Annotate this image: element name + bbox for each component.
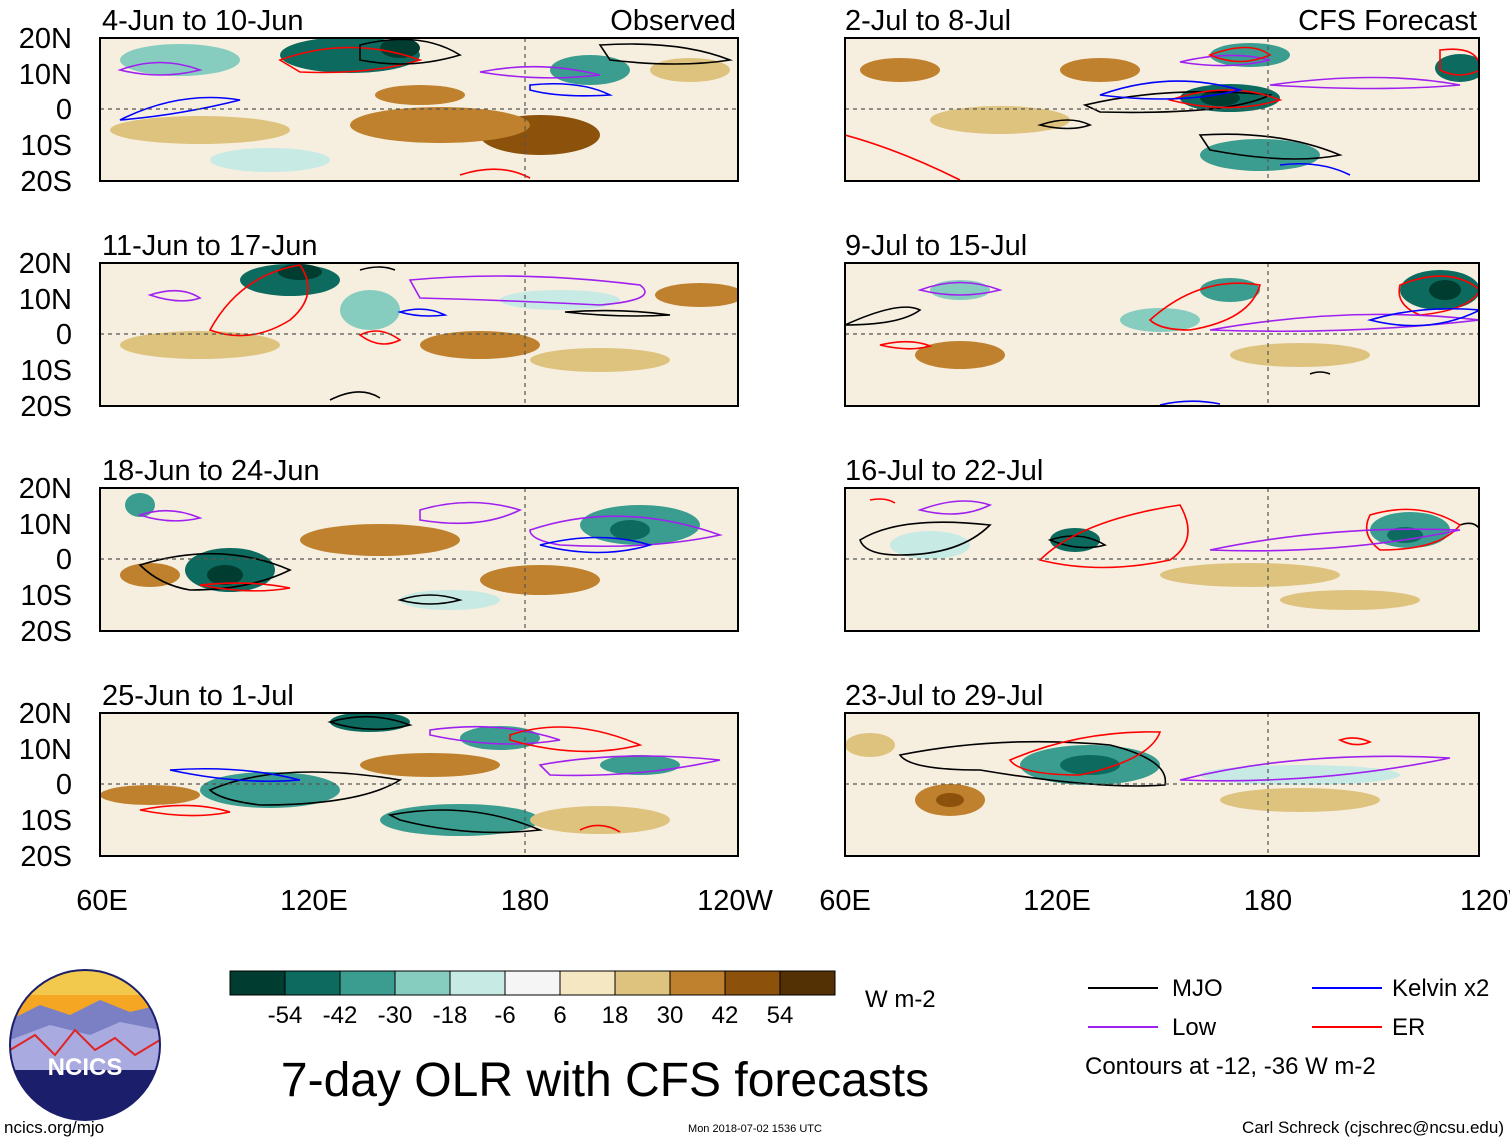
wave-contours — [859, 498, 1479, 569]
map-panel-forecast-1: 2-Jul to 8-Jul CFS Forecast — [844, 5, 1480, 182]
colorbar-tick-label: -54 — [268, 1002, 303, 1029]
legend-label-mjo: MJO — [1172, 975, 1223, 1002]
footer-url: ncics.org/mjo — [4, 1118, 104, 1137]
map-panel-forecast-4: 23-Jul to 29-Jul — [844, 680, 1480, 857]
colorbar-tick-label: 42 — [712, 1002, 739, 1029]
colorbar-swatch — [779, 970, 836, 996]
latitude-axis-labels: 20N 10N 0 10S 20S 20N 10N 0 10S 20S 20N … — [19, 23, 72, 873]
panel-tag-observed: Observed — [610, 5, 736, 37]
colorbar-tick-label: -42 — [323, 1002, 358, 1029]
map-panel-observed-2: 11-Jun to 17-Jun — [99, 230, 739, 407]
lon-label: 60E — [76, 885, 128, 917]
wave-contours — [139, 715, 721, 834]
lat-label: 10N — [19, 284, 72, 316]
map-panel-observed-4: 25-Jun to 1-Jul — [99, 680, 739, 857]
wave-contours — [147, 264, 671, 401]
lon-label: 120E — [1023, 885, 1091, 917]
contour-note: Contours at -12, -36 W m-2 — [1085, 1053, 1376, 1080]
wave-contours — [117, 38, 733, 179]
colorbar-swatch — [394, 970, 451, 996]
lat-label: 10S — [20, 130, 72, 162]
panel-date-label: 11-Jun to 17-Jun — [102, 230, 318, 262]
lat-label: 20N — [19, 248, 72, 280]
lat-label: 10S — [20, 805, 72, 837]
panel-date-label: 18-Jun to 24-Jun — [102, 455, 320, 487]
wave-contours — [898, 731, 1451, 787]
wave-contours — [137, 501, 723, 605]
colorbar-swatch — [504, 970, 561, 996]
olr-field — [100, 713, 738, 856]
lat-label: 20S — [20, 391, 72, 423]
lon-label: 120W — [697, 885, 773, 917]
lat-label: 20N — [19, 23, 72, 55]
map-panel-observed-3: 18-Jun to 24-Jun — [99, 455, 739, 632]
wave-contours — [845, 46, 1479, 181]
colorbar-swatch — [339, 970, 396, 996]
lat-label: 20S — [20, 166, 72, 198]
lat-label: 20S — [20, 841, 72, 873]
colorbar-tick-label: -30 — [378, 1002, 413, 1029]
colorbar-tick-label: -18 — [433, 1002, 468, 1029]
colorbar-tick-label: 18 — [602, 1002, 629, 1029]
panel-date-label: 4-Jun to 10-Jun — [102, 5, 304, 37]
map-panel-observed-1: 4-Jun to 10-Jun Observed — [99, 5, 739, 182]
logo-text: NCICS — [48, 1054, 123, 1081]
lon-label: 180 — [1244, 885, 1292, 917]
colorbar-swatch — [614, 970, 671, 996]
lat-label: 20N — [19, 698, 72, 730]
panel-date-label: 25-Jun to 1-Jul — [102, 680, 294, 712]
lat-label: 0 — [56, 94, 72, 126]
map-panel-forecast-2: 9-Jul to 15-Jul — [844, 230, 1480, 407]
lon-label: 120E — [280, 885, 348, 917]
lat-label: 0 — [56, 544, 72, 576]
colorbar-units: W m-2 — [865, 986, 936, 1013]
footer-timestamp: Mon 2018-07-02 1536 UTC — [688, 1123, 822, 1135]
figure-title: 7-day OLR with CFS forecasts — [281, 1054, 929, 1107]
lat-label: 10S — [20, 355, 72, 387]
colorbar-tick-label: 30 — [657, 1002, 684, 1029]
lat-label: 10S — [20, 580, 72, 612]
legend-label-low: Low — [1172, 1014, 1217, 1041]
wave-contours — [845, 275, 1479, 406]
colorbar-tick-label: 54 — [767, 1002, 794, 1029]
longitude-axis-labels: 60E 120E 180 120W 60E 120E 180 120W — [76, 885, 1510, 917]
colorbar-swatch — [449, 970, 506, 996]
colorbar-swatch — [724, 970, 781, 996]
colorbar-swatch — [229, 970, 286, 996]
lon-label: 180 — [501, 885, 549, 917]
panel-date-label: 2-Jul to 8-Jul — [845, 5, 1011, 37]
footer-author: Carl Schreck (cjschrec@ncsu.edu) — [1242, 1118, 1504, 1137]
lat-label: 10N — [19, 734, 72, 766]
lat-label: 10N — [19, 59, 72, 91]
colorbar-tick-label: 6 — [553, 1002, 566, 1029]
panel-date-label: 9-Jul to 15-Jul — [845, 230, 1027, 262]
lon-label: 60E — [819, 885, 871, 917]
map-panel-forecast-3: 16-Jul to 22-Jul — [844, 455, 1480, 632]
lat-label: 20N — [19, 473, 72, 505]
colorbar-tick-label: -6 — [494, 1002, 515, 1029]
lat-label: 10N — [19, 509, 72, 541]
lat-label: 0 — [56, 319, 72, 351]
olr-field — [100, 488, 738, 631]
lat-label: 0 — [56, 769, 72, 801]
panel-date-label: 23-Jul to 29-Jul — [845, 680, 1043, 712]
colorbar-swatch — [669, 970, 726, 996]
olr-colorbar: -54 -42 -30 -18 -6 6 18 30 42 54 — [229, 970, 836, 1029]
lat-label: 20S — [20, 616, 72, 648]
lon-label: 120W — [1460, 885, 1510, 917]
panel-date-label: 16-Jul to 22-Jul — [845, 455, 1043, 487]
colorbar-swatch — [284, 970, 341, 996]
ncics-logo: NCICS — [9, 969, 161, 1121]
wave-legend: MJO Kelvin x2 Low ER Contours at -12, -3… — [1085, 975, 1489, 1080]
legend-label-er: ER — [1392, 1014, 1425, 1041]
colorbar-swatch — [559, 970, 616, 996]
legend-label-kelvin: Kelvin x2 — [1392, 975, 1489, 1002]
panel-tag-forecast: CFS Forecast — [1298, 5, 1477, 37]
